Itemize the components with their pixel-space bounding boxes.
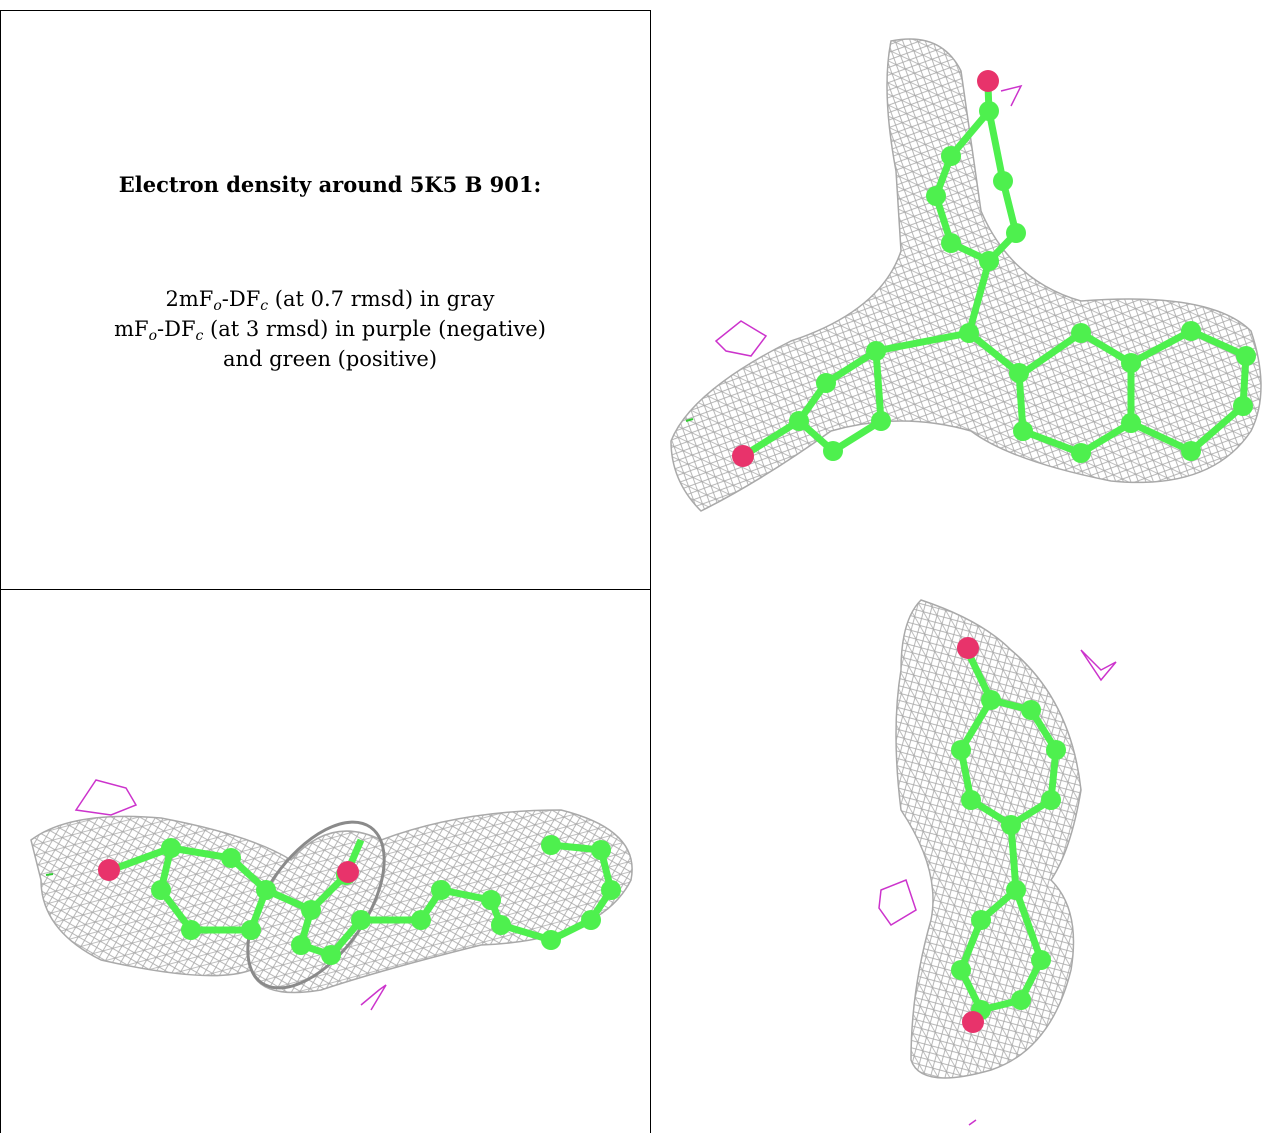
- caption-legend: 2mFo-DFc (at 0.7 rmsd) in gray mFo-DFc (…: [40, 284, 620, 374]
- density-image-top-right: [651, 11, 1278, 589]
- border-top: [0, 10, 650, 11]
- density-view-bottom-left: [1, 590, 650, 1133]
- density-image-bottom-left: [1, 590, 650, 1133]
- density-image-bottom-right: [651, 590, 1278, 1133]
- density-view-bottom-right: [651, 590, 1278, 1133]
- caption-title: Electron density around 5K5 B 901:: [40, 172, 620, 197]
- legend-line-gray: 2mFo-DFc (at 0.7 rmsd) in gray: [40, 284, 620, 314]
- positive-density: [46, 874, 53, 875]
- density-view-top-right: [651, 11, 1278, 589]
- legend-line-green: and green (positive): [40, 344, 620, 374]
- density-mesh: [31, 810, 632, 993]
- legend-line-purple: mFo-DFc (at 3 rmsd) in purple (negative): [40, 314, 620, 344]
